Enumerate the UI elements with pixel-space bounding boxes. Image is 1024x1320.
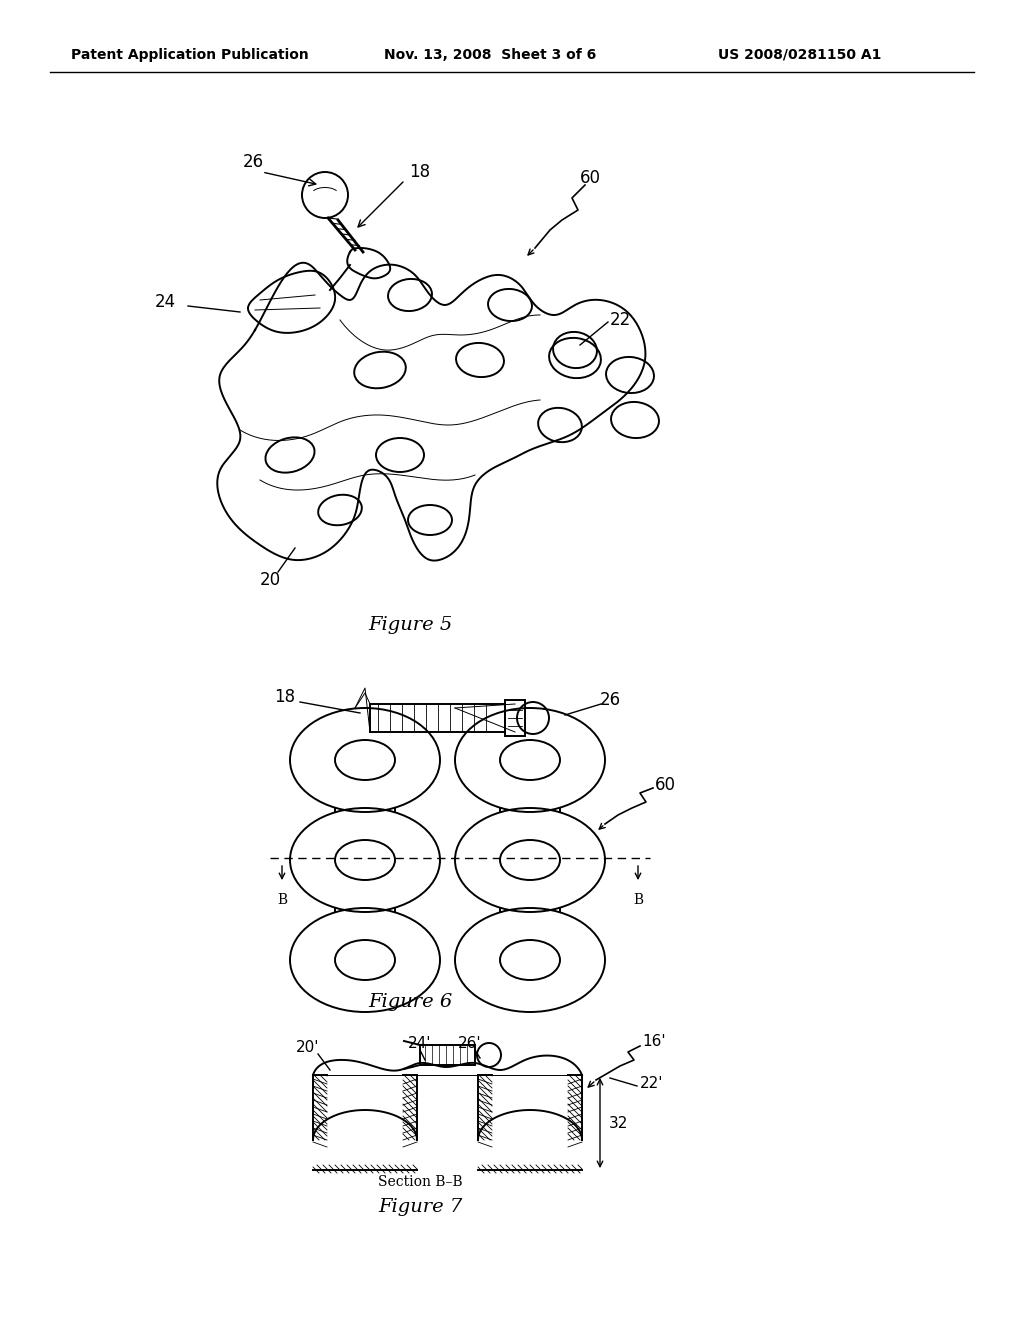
Text: 20': 20' — [296, 1040, 319, 1056]
Text: 32: 32 — [608, 1115, 628, 1130]
Text: 16': 16' — [642, 1035, 666, 1049]
Text: 26: 26 — [243, 153, 263, 172]
Text: Figure 5: Figure 5 — [368, 616, 453, 634]
Text: 60: 60 — [655, 776, 676, 795]
Text: 20: 20 — [259, 572, 281, 589]
Text: 26': 26' — [458, 1035, 482, 1051]
Text: 22': 22' — [640, 1076, 664, 1090]
Text: 18: 18 — [274, 688, 296, 706]
Text: 22: 22 — [610, 312, 631, 329]
Text: 26: 26 — [599, 690, 621, 709]
Text: 18: 18 — [410, 162, 430, 181]
Text: Nov. 13, 2008  Sheet 3 of 6: Nov. 13, 2008 Sheet 3 of 6 — [384, 48, 596, 62]
Text: 24: 24 — [155, 293, 175, 312]
Text: Figure 7: Figure 7 — [378, 1199, 462, 1216]
Text: US 2008/0281150 A1: US 2008/0281150 A1 — [718, 48, 882, 62]
Text: Figure 6: Figure 6 — [368, 993, 453, 1011]
Text: 24': 24' — [409, 1035, 432, 1051]
Text: Section B–B: Section B–B — [378, 1175, 462, 1189]
Text: B: B — [276, 894, 287, 907]
Text: B: B — [633, 894, 643, 907]
Text: Patent Application Publication: Patent Application Publication — [71, 48, 309, 62]
Text: 60: 60 — [580, 169, 600, 187]
